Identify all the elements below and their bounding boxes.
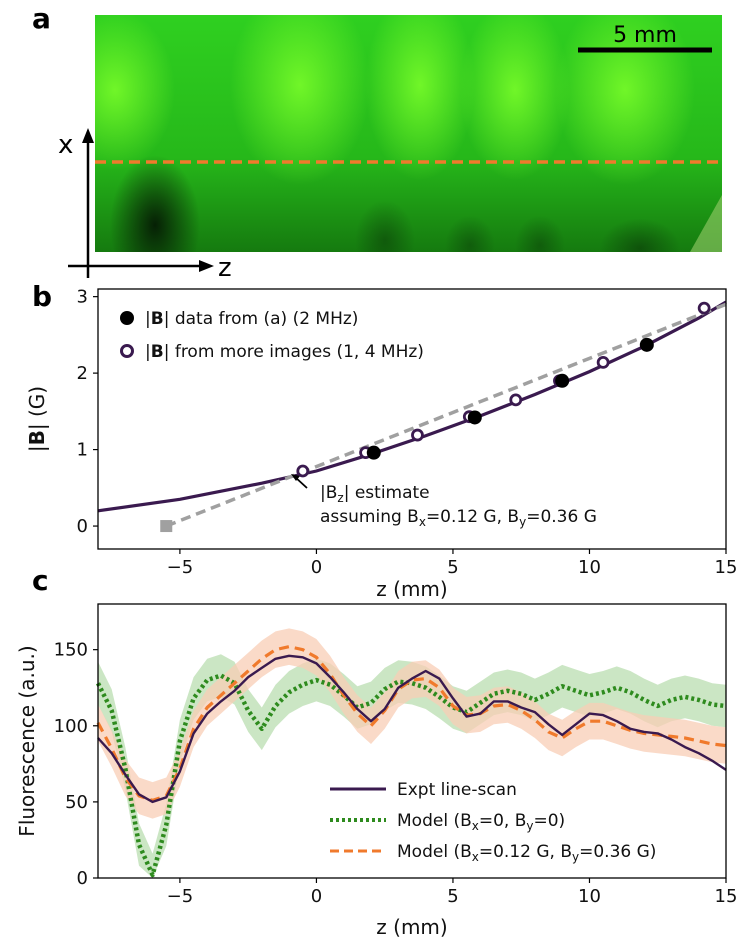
- chart-b-filled-point: [555, 373, 570, 388]
- chart-c-ytick-label: 50: [65, 792, 88, 813]
- axis-x-label: x: [58, 130, 73, 160]
- bz-annotation: |Bz| estimate assuming Bx=0.12 G, By=0.3…: [291, 474, 597, 529]
- chart-b-xtick-label: 10: [578, 557, 601, 578]
- bright-band: [95, 15, 175, 170]
- chart-b-xtick-label: 5: [447, 557, 458, 578]
- dark-region: [600, 218, 680, 252]
- chart-b-ylabel: |B| (G): [25, 386, 49, 452]
- chart-b-xtick-label: −5: [167, 557, 194, 578]
- bright-band: [555, 15, 695, 185]
- chart-c-uncertainty-band: [98, 654, 726, 878]
- legend-label-model-field: Model (Bx=0.12 G, By=0.36 G): [397, 842, 656, 864]
- chart-b-open-point: [411, 428, 424, 442]
- chart-b-legend: |B| data from (a) (2 MHz) |B| from more …: [120, 309, 424, 362]
- dark-region: [515, 215, 565, 252]
- x-arrow-head: [82, 128, 94, 143]
- dark-region: [355, 200, 415, 252]
- legend-marker-filled: [120, 311, 134, 325]
- chart-b-bz-estimate-line: [165, 302, 727, 528]
- chart-b-filled-point: [467, 410, 482, 425]
- legend-label-model-zero: Model (Bx=0, By=0): [397, 811, 565, 833]
- chart-b-open-point: [697, 301, 711, 315]
- annotation-line2: assuming Bx=0.12 G, By=0.36 G: [320, 507, 597, 529]
- chart-c-xlabel: z (mm): [376, 915, 447, 939]
- chart-b-ytick-label: 1: [77, 440, 88, 461]
- edge-artifact: [690, 195, 722, 252]
- legend-label-data-a: |B| data from (a) (2 MHz): [145, 309, 358, 329]
- z-arrow-head: [199, 260, 214, 272]
- chart-b-frame: [97, 288, 727, 550]
- chart-c-model-field-line: [96, 645, 727, 802]
- bright-band: [230, 15, 370, 185]
- chart-b-xtick-label: 0: [311, 557, 322, 578]
- chart-b-open-point: [596, 356, 610, 369]
- chart-c-frame: [97, 603, 727, 879]
- chart-c-ytick-label: 0: [77, 868, 88, 889]
- panel-b-letter: b: [32, 280, 52, 313]
- chart-b-filled-point: [639, 337, 654, 352]
- chart-b-xlabel: z (mm): [376, 577, 447, 601]
- chart-c-xtick-label: 10: [578, 886, 601, 907]
- chart-c-expt-line: [97, 654, 727, 804]
- scale-bar-label: 5 mm: [613, 23, 677, 48]
- chart-b-xtick-label: 15: [715, 557, 738, 578]
- annotation-arrow-head: [291, 474, 300, 481]
- chart-b-open-point: [509, 393, 523, 407]
- bright-band: [365, 15, 475, 180]
- chart-b-ytick-label: 2: [77, 363, 88, 384]
- chart-c-xtick-label: 5: [447, 886, 458, 907]
- chart-c-xtick-label: 0: [311, 886, 322, 907]
- chart-b-filled-point: [366, 445, 381, 460]
- dark-region: [445, 215, 495, 252]
- chart-b-ytick-label: 0: [77, 516, 88, 537]
- panel-c-letter: c: [32, 564, 49, 597]
- axis-z-label: z: [218, 253, 232, 283]
- legend-label-more-images: |B| from more images (1, 4 MHz): [145, 342, 424, 362]
- chart-b-ytick-label: 3: [77, 287, 88, 308]
- chart-c-legend: Expt line-scan Model (Bx=0, By=0) Model …: [330, 780, 656, 864]
- chart-c-model-zero-line: [95, 673, 727, 878]
- legend-marker-open: [120, 344, 134, 358]
- chart-b-model-line: [97, 300, 727, 513]
- bright-band: [460, 15, 570, 180]
- chart-b-open-point: [296, 464, 310, 478]
- chart-b: −5 0 5 10 15 0 1 2 3 z (mm) |B| (G) |B| data fro…: [25, 287, 737, 601]
- chart-c-uncertainty-band: [98, 628, 726, 819]
- panel-a-letter: a: [32, 2, 51, 35]
- dark-region: [110, 155, 200, 252]
- chart-c-ytick-label: 150: [54, 640, 88, 661]
- chart-c-xtick-label: −5: [167, 886, 194, 907]
- fluorescence-image: [95, 15, 722, 252]
- chart-b-bz-endpoint-marker: [160, 520, 173, 533]
- annotation-line1: |Bz| estimate: [320, 483, 430, 505]
- chart-c-ytick-label: 100: [54, 716, 88, 737]
- chart-c-ylabel: Fluorescence (a.u.): [15, 645, 39, 836]
- legend-label-expt: Expt line-scan: [397, 780, 517, 800]
- chart-c-xtick-label: 15: [715, 886, 738, 907]
